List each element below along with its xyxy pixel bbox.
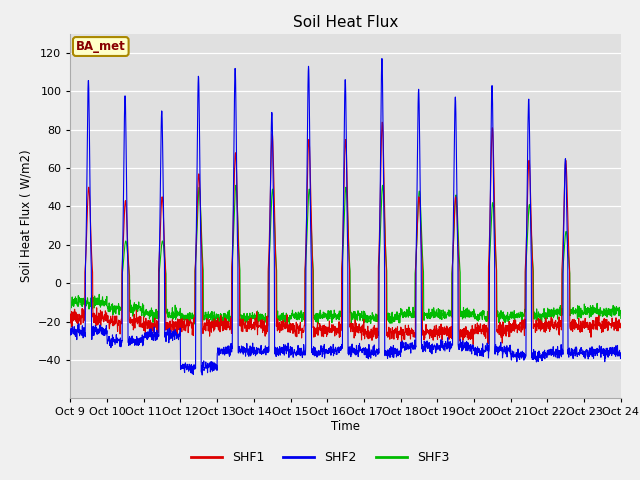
Legend: SHF1, SHF2, SHF3: SHF1, SHF2, SHF3: [186, 446, 454, 469]
X-axis label: Time: Time: [331, 420, 360, 433]
Text: BA_met: BA_met: [76, 40, 125, 53]
Y-axis label: Soil Heat Flux ( W/m2): Soil Heat Flux ( W/m2): [19, 150, 32, 282]
Title: Soil Heat Flux: Soil Heat Flux: [293, 15, 398, 30]
